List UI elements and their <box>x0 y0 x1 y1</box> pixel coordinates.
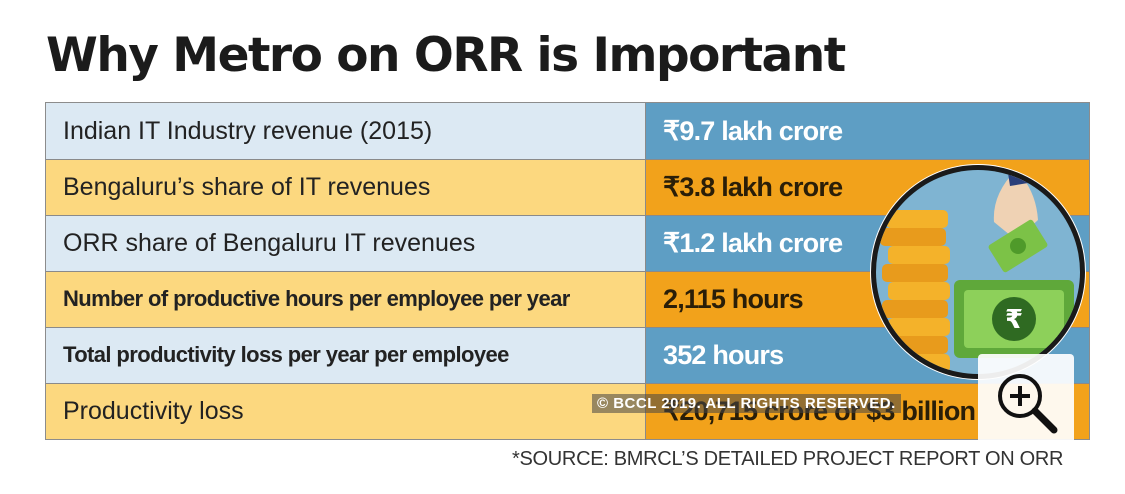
column-divider <box>645 103 646 439</box>
row-label: Total productivity loss per year per emp… <box>63 342 509 367</box>
row-value: 2,115 hours <box>663 284 804 314</box>
source-note: *SOURCE: BMRCL’S DETAILED PROJECT REPORT… <box>512 448 1064 470</box>
zoom-button[interactable] <box>978 354 1074 450</box>
rupee-symbol: ₹ <box>1005 305 1023 335</box>
row-divider <box>46 327 1089 328</box>
coins-and-money-icon: ₹ <box>870 164 1086 380</box>
row-label: Indian IT Industry revenue (2015) <box>63 117 433 145</box>
info-table: Indian IT Industry revenue (2015) ₹9.7 l… <box>45 102 1090 440</box>
row-divider <box>46 159 1089 160</box>
table-row: Bengaluru’s share of IT revenues ₹3.8 la… <box>46 159 1089 215</box>
page-title: Why Metro on ORR is Important <box>46 28 846 83</box>
row-value: ₹1.2 lakh crore <box>663 228 843 258</box>
table-row: Productivity loss ₹20,715 crore or $3 bi… <box>46 383 1089 439</box>
copyright-watermark: © BCCL 2019. ALL RIGHTS RESERVED. <box>592 394 901 413</box>
table-row: Indian IT Industry revenue (2015) ₹9.7 l… <box>46 103 1089 159</box>
row-divider <box>46 215 1089 216</box>
row-value: ₹9.7 lakh crore <box>663 116 843 146</box>
row-label: Bengaluru’s share of IT revenues <box>63 173 431 201</box>
row-label: Number of productive hours per employee … <box>63 286 570 311</box>
row-divider <box>46 383 1089 384</box>
row-divider <box>46 271 1089 272</box>
row-label: Productivity loss <box>63 397 244 425</box>
row-value: ₹3.8 lakh crore <box>663 172 843 202</box>
zoom-in-icon <box>998 374 1058 434</box>
row-value: 352 hours <box>663 340 784 370</box>
row-label: ORR share of Bengaluru IT revenues <box>63 229 476 257</box>
